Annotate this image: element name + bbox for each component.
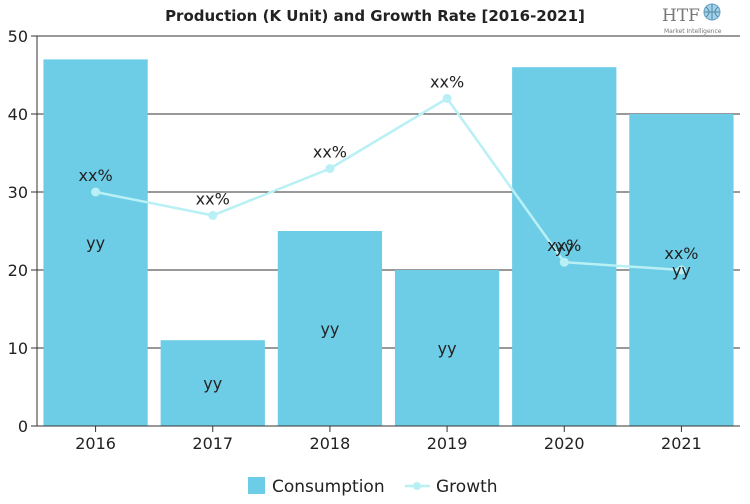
x-tick-label: 2017 (192, 434, 233, 453)
growth-point (442, 93, 452, 103)
bar (394, 270, 500, 426)
x-tick-label: 2019 (427, 434, 468, 453)
growth-point (208, 210, 218, 220)
globe-icon (703, 3, 721, 21)
bar-data-label: yy (438, 339, 457, 358)
y-tick-label: 10 (8, 339, 28, 358)
bar-data-label: yy (672, 261, 691, 280)
chart-title: Production (K Unit) and Growth Rate [201… (165, 7, 585, 25)
legend-growth-label: Growth (436, 477, 498, 497)
growth-point (325, 164, 335, 174)
bar-data-label: yy (555, 238, 574, 257)
bar (43, 59, 148, 427)
growth-points (91, 93, 686, 275)
logo: HTF Market Intelligence (662, 3, 722, 35)
legend: Consumption Growth (248, 477, 498, 497)
logo-subtitle: Market Intelligence (664, 28, 722, 35)
x-tick-label: 2016 (75, 434, 116, 453)
growth-data-label: xx% (430, 72, 464, 91)
bar-data-label: yy (320, 320, 339, 339)
logo-text: HTF (662, 6, 700, 26)
legend-consumption-swatch (248, 477, 265, 494)
axes: 0 10 20 30 40 50 2016 2017 2018 2019 2020 2021 (8, 27, 740, 453)
legend-growth-marker (413, 482, 421, 490)
bar (160, 340, 265, 426)
y-tick-label: 30 (8, 183, 28, 202)
bar-data-label: yy (203, 374, 222, 393)
growth-data-label: xx% (547, 236, 581, 255)
bar (512, 67, 617, 426)
x-tick-label: 2021 (661, 434, 702, 453)
y-tick-label: 20 (8, 261, 28, 280)
growth-point (91, 187, 101, 197)
growth-point (559, 257, 569, 267)
growth-line-path (95, 96, 682, 272)
growth-data-label: xx% (313, 143, 347, 162)
legend-consumption-label: Consumption (272, 477, 385, 497)
growth-data-label: xx% (664, 244, 698, 263)
y-tick-label: 40 (8, 105, 28, 124)
y-tick-label: 0 (18, 417, 28, 436)
growth-line (95, 96, 682, 272)
x-tick-label: 2018 (310, 434, 351, 453)
x-tick-label: 2020 (544, 434, 585, 453)
grid (37, 35, 740, 349)
growth-point (676, 265, 686, 275)
growth-data-label: xx% (79, 166, 113, 185)
y-tick-label: 50 (8, 27, 28, 46)
bar-data-label: yy (86, 234, 105, 253)
bar (277, 231, 383, 426)
growth-data-label: xx% (196, 189, 230, 208)
